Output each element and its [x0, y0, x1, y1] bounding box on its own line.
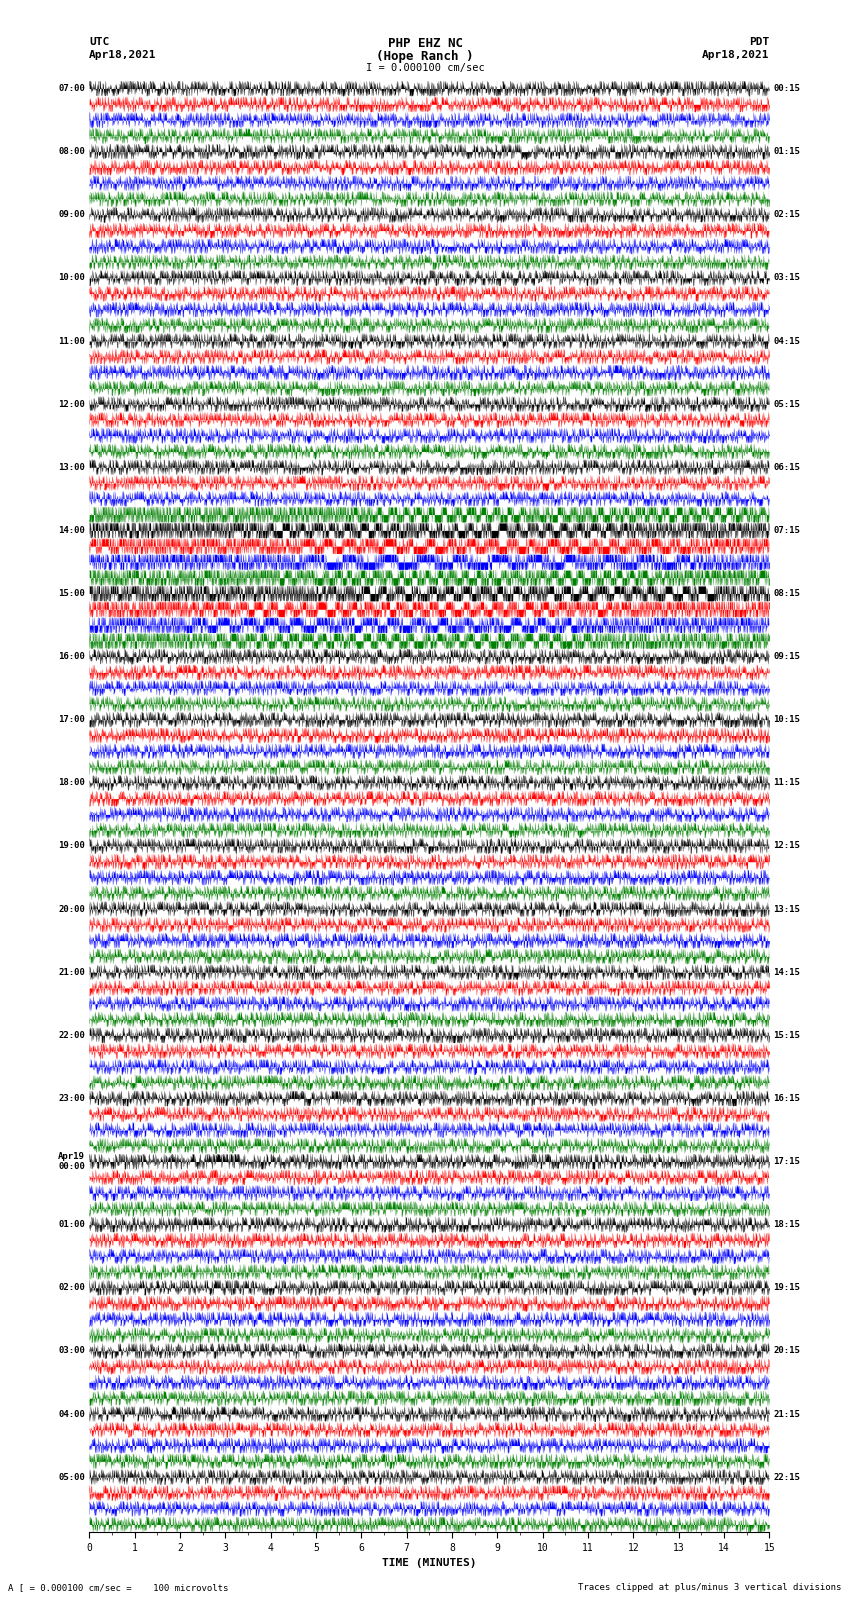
- Text: 18:15: 18:15: [774, 1219, 801, 1229]
- Text: PDT: PDT: [749, 37, 769, 47]
- Text: (Hope Ranch ): (Hope Ranch ): [377, 50, 473, 63]
- Text: 19:15: 19:15: [774, 1284, 801, 1292]
- Text: 10:15: 10:15: [774, 715, 801, 724]
- Text: 12:00: 12:00: [58, 400, 85, 408]
- Text: 10:00: 10:00: [58, 273, 85, 282]
- Text: 15:15: 15:15: [774, 1031, 801, 1040]
- Text: 09:00: 09:00: [58, 210, 85, 219]
- Text: 13:00: 13:00: [58, 463, 85, 471]
- Text: 02:15: 02:15: [774, 210, 801, 219]
- Text: 11:15: 11:15: [774, 779, 801, 787]
- Text: 16:00: 16:00: [58, 652, 85, 661]
- Text: Traces clipped at plus/minus 3 vertical divisions: Traces clipped at plus/minus 3 vertical …: [578, 1582, 842, 1592]
- Text: 00:00: 00:00: [58, 1161, 85, 1171]
- Text: 20:15: 20:15: [774, 1347, 801, 1355]
- Text: 21:00: 21:00: [58, 968, 85, 977]
- Text: 06:15: 06:15: [774, 463, 801, 471]
- Text: Apr18,2021: Apr18,2021: [702, 50, 769, 60]
- Text: 15:00: 15:00: [58, 589, 85, 598]
- Text: 04:15: 04:15: [774, 337, 801, 345]
- Text: A [ = 0.000100 cm/sec =    100 microvolts: A [ = 0.000100 cm/sec = 100 microvolts: [8, 1582, 229, 1592]
- Text: 22:15: 22:15: [774, 1473, 801, 1482]
- Text: 12:15: 12:15: [774, 842, 801, 850]
- Text: 17:15: 17:15: [774, 1157, 801, 1166]
- Text: 07:00: 07:00: [58, 84, 85, 94]
- Text: 22:00: 22:00: [58, 1031, 85, 1040]
- Text: 01:15: 01:15: [774, 147, 801, 156]
- Text: 09:15: 09:15: [774, 652, 801, 661]
- Text: 17:00: 17:00: [58, 715, 85, 724]
- Text: 21:15: 21:15: [774, 1410, 801, 1418]
- Text: 08:00: 08:00: [58, 147, 85, 156]
- Text: 04:00: 04:00: [58, 1410, 85, 1418]
- X-axis label: TIME (MINUTES): TIME (MINUTES): [382, 1558, 477, 1568]
- Text: 20:00: 20:00: [58, 905, 85, 913]
- Text: 08:15: 08:15: [774, 589, 801, 598]
- Text: Apr18,2021: Apr18,2021: [89, 50, 156, 60]
- Text: 14:00: 14:00: [58, 526, 85, 536]
- Text: 13:15: 13:15: [774, 905, 801, 913]
- Text: PHP EHZ NC: PHP EHZ NC: [388, 37, 462, 50]
- Text: 11:00: 11:00: [58, 337, 85, 345]
- Text: 03:15: 03:15: [774, 273, 801, 282]
- Text: 03:00: 03:00: [58, 1347, 85, 1355]
- Text: 07:15: 07:15: [774, 526, 801, 536]
- Text: 18:00: 18:00: [58, 779, 85, 787]
- Text: 00:15: 00:15: [774, 84, 801, 94]
- Text: 02:00: 02:00: [58, 1284, 85, 1292]
- Text: 05:00: 05:00: [58, 1473, 85, 1482]
- Text: I = 0.000100 cm/sec: I = 0.000100 cm/sec: [366, 63, 484, 73]
- Text: 14:15: 14:15: [774, 968, 801, 977]
- Text: 05:15: 05:15: [774, 400, 801, 408]
- Text: 16:15: 16:15: [774, 1094, 801, 1103]
- Text: 23:00: 23:00: [58, 1094, 85, 1103]
- Text: Apr19: Apr19: [58, 1152, 85, 1161]
- Text: 19:00: 19:00: [58, 842, 85, 850]
- Text: UTC: UTC: [89, 37, 110, 47]
- Text: 01:00: 01:00: [58, 1219, 85, 1229]
